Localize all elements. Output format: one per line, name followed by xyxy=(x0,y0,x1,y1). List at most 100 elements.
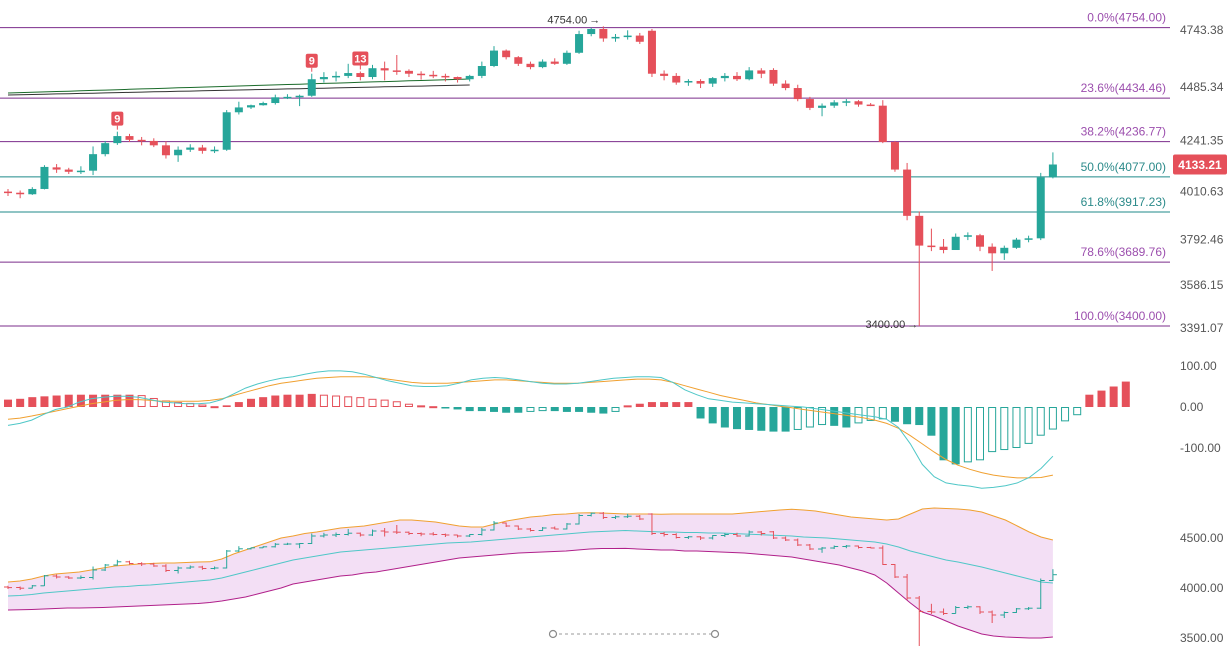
candle-body xyxy=(198,147,207,151)
candle-body xyxy=(526,63,535,68)
macd-histogram-bar xyxy=(1073,407,1082,416)
macd-histogram-bar xyxy=(988,407,997,453)
macd-histogram-bar xyxy=(878,407,887,420)
macd-histogram-bar xyxy=(927,407,936,436)
macd-histogram-bar xyxy=(465,407,474,412)
candle-body xyxy=(647,30,656,74)
macd-axis-tick: 0.00 xyxy=(1180,400,1204,414)
candle-body xyxy=(137,139,146,142)
macd-histogram-bar xyxy=(101,394,110,407)
macd-histogram-bar xyxy=(125,394,134,407)
td-badge xyxy=(111,111,124,126)
candle-body xyxy=(210,149,219,152)
macd-histogram-bar xyxy=(271,395,280,407)
macd-histogram-bar xyxy=(453,407,462,410)
fib-label: 50.0%(4077.00) xyxy=(1081,160,1166,174)
macd-histogram-bar xyxy=(745,407,754,430)
candle-body xyxy=(186,147,195,150)
candle-body xyxy=(234,107,243,113)
candle-body xyxy=(672,75,681,83)
macd-histogram-bar xyxy=(842,407,851,428)
macd-histogram-bar xyxy=(708,407,717,424)
candle-body xyxy=(283,96,292,99)
ma-line-green xyxy=(7,78,470,94)
macd-axis-tick: -100.00 xyxy=(1180,441,1221,455)
high-marker-label: 4754.00 xyxy=(547,15,587,27)
macd-histogram-bar xyxy=(113,394,122,407)
bollinger-mid-line xyxy=(7,529,1053,597)
candle-body xyxy=(392,70,401,72)
price-axis-tick: 3792.46 xyxy=(1180,233,1224,247)
candle-body xyxy=(538,61,547,68)
macd-histogram-bar xyxy=(76,394,85,407)
macd-histogram-bar xyxy=(903,407,912,425)
candle-body xyxy=(222,112,231,150)
macd-histogram-bar xyxy=(441,407,450,409)
td-badge-label: 13 xyxy=(354,54,366,66)
candle-body xyxy=(125,136,134,140)
candle-body xyxy=(611,36,620,39)
macd-histogram-bar xyxy=(234,402,243,407)
candle-body xyxy=(271,97,280,104)
macd-histogram-bar xyxy=(16,398,25,407)
macd-histogram-bar xyxy=(526,407,535,412)
candle-body xyxy=(769,69,778,84)
candle-body xyxy=(368,68,377,78)
candle-body xyxy=(684,80,693,83)
low-marker-arrow: → xyxy=(907,319,918,331)
candle-body xyxy=(830,102,839,106)
candle-body xyxy=(52,167,61,170)
macd-histogram-bar xyxy=(976,407,984,461)
price-axis-tick: 3586.15 xyxy=(1180,278,1224,292)
macd-histogram-bar xyxy=(89,394,98,407)
macd-axis-tick: 100.00 xyxy=(1180,359,1217,373)
macd-histogram-bar xyxy=(429,406,438,409)
macd-histogram-bar xyxy=(733,407,741,430)
scroll-handle-right xyxy=(710,629,720,639)
macd-histogram-bar xyxy=(830,407,839,426)
macd-histogram-bar xyxy=(635,403,644,407)
fib-label: 78.6%(3689.76) xyxy=(1081,245,1166,259)
macd-histogram-bar xyxy=(247,398,255,407)
candle-body xyxy=(696,80,705,84)
candle-body xyxy=(805,99,814,108)
current-price-tag xyxy=(1173,154,1227,175)
fib-label: 100.0%(3400.00) xyxy=(1074,309,1166,323)
candle-body xyxy=(490,50,498,67)
bollinger-band-fill xyxy=(8,508,1053,638)
time-scroll-handle[interactable] xyxy=(548,629,720,639)
macd-histogram-bar xyxy=(319,394,328,408)
macd-histogram-bar xyxy=(647,402,656,407)
macd-histogram-bar xyxy=(283,394,292,407)
macd-line xyxy=(7,370,1054,489)
macd-histogram-bar xyxy=(137,395,146,407)
candle-body xyxy=(1024,238,1033,240)
fib-label: 23.6%(4434.46) xyxy=(1081,81,1166,95)
macd-histogram-bar xyxy=(866,407,875,421)
macd-histogram-bar xyxy=(915,407,924,426)
macd-histogram-bar xyxy=(587,407,596,413)
macd-histogram-bar xyxy=(599,407,608,414)
candle-body xyxy=(101,143,110,155)
fib-label: 61.8%(3917.23) xyxy=(1081,195,1166,209)
macd-histogram-bar xyxy=(1085,394,1094,407)
macd-histogram-bar xyxy=(1036,407,1045,436)
candle-body xyxy=(89,154,98,171)
fib-label: 38.2%(4236.77) xyxy=(1081,125,1166,139)
candle-body xyxy=(587,28,596,35)
macd-histogram-bar xyxy=(259,397,268,407)
candle-body xyxy=(866,104,875,107)
candle-body xyxy=(16,192,25,195)
candle-body xyxy=(854,101,863,105)
candle-body xyxy=(818,105,827,108)
macd-histogram-bar xyxy=(1012,407,1021,448)
macd-histogram-bar xyxy=(1024,407,1033,444)
candle-body xyxy=(976,235,984,247)
macd-histogram-bar xyxy=(696,407,705,419)
candle-body xyxy=(1000,247,1009,254)
candle-body xyxy=(623,35,632,38)
candle-body xyxy=(939,246,948,251)
candle-body xyxy=(344,73,353,76)
candle-body xyxy=(550,61,559,64)
